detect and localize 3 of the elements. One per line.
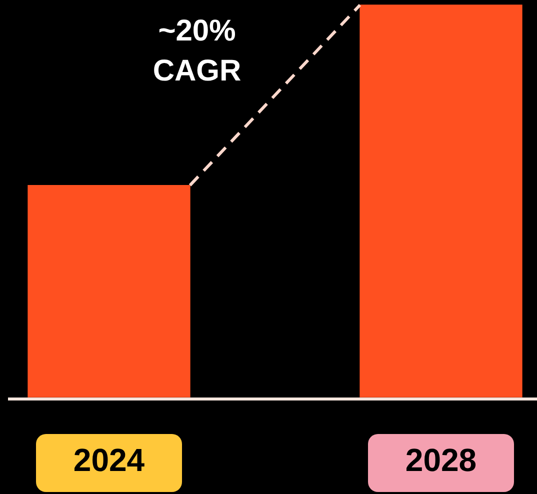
x-tick-label: 2028 — [405, 442, 477, 478]
x-tick-label: 2024 — [73, 442, 145, 478]
annotation: ~20% CAGR — [152, 14, 242, 88]
